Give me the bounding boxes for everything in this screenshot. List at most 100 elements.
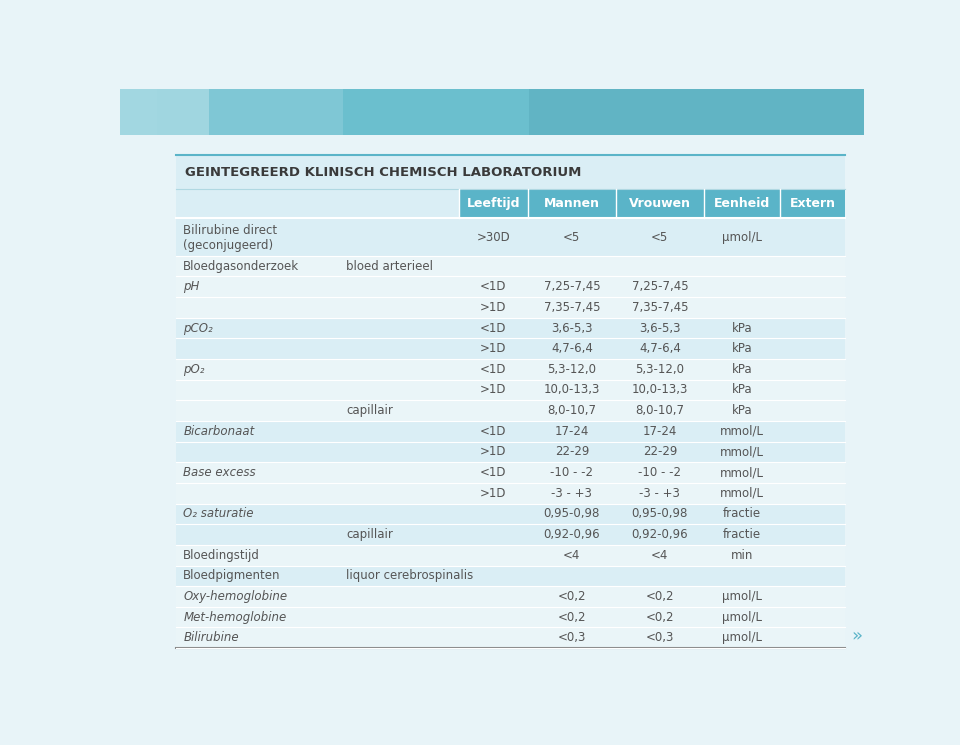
Text: Mannen: Mannen <box>543 197 600 210</box>
Text: 10,0-13,3: 10,0-13,3 <box>632 384 688 396</box>
Text: μmol/L: μmol/L <box>722 590 762 603</box>
Text: Met-hemoglobine: Met-hemoglobine <box>183 611 286 624</box>
Text: Bilirubine direct: Bilirubine direct <box>183 224 277 237</box>
Bar <box>780 188 846 218</box>
Text: 3,6-5,3: 3,6-5,3 <box>551 322 592 335</box>
Text: fractie: fractie <box>723 528 761 541</box>
Bar <box>176 442 846 462</box>
Bar <box>704 188 780 218</box>
Text: O₂ saturatie: O₂ saturatie <box>183 507 253 521</box>
Text: >1D: >1D <box>480 301 507 314</box>
Text: 4,7-6,4: 4,7-6,4 <box>639 342 681 355</box>
Text: <5: <5 <box>651 231 668 244</box>
Text: <1D: <1D <box>480 466 507 479</box>
Text: 17-24: 17-24 <box>642 425 677 438</box>
Text: kPa: kPa <box>732 404 753 417</box>
Bar <box>120 89 864 136</box>
Text: 22-29: 22-29 <box>642 446 677 458</box>
Text: capillair: capillair <box>347 404 394 417</box>
Bar <box>176 607 846 627</box>
Text: >1D: >1D <box>480 342 507 355</box>
Text: pO₂: pO₂ <box>183 363 204 375</box>
Text: mmol/L: mmol/L <box>720 425 764 438</box>
Text: >30D: >30D <box>476 231 511 244</box>
Text: Leeftijd: Leeftijd <box>467 197 520 210</box>
Bar <box>176 483 846 504</box>
Text: pCO₂: pCO₂ <box>183 322 213 335</box>
Bar <box>176 359 846 380</box>
Text: mmol/L: mmol/L <box>720 466 764 479</box>
Bar <box>341 188 459 218</box>
Bar <box>176 400 846 421</box>
Text: 17-24: 17-24 <box>555 425 589 438</box>
Text: >1D: >1D <box>480 384 507 396</box>
Text: 5,3-12,0: 5,3-12,0 <box>636 363 684 375</box>
Text: Bilirubine: Bilirubine <box>183 631 239 644</box>
Text: 22-29: 22-29 <box>555 446 589 458</box>
Text: <1D: <1D <box>480 322 507 335</box>
Text: 0,92-0,96: 0,92-0,96 <box>543 528 600 541</box>
Text: mmol/L: mmol/L <box>720 446 764 458</box>
Bar <box>176 218 846 256</box>
Text: GEINTEGREERD KLINISCH CHEMISCH LABORATORIUM: GEINTEGREERD KLINISCH CHEMISCH LABORATOR… <box>184 165 581 179</box>
Text: 7,35-7,45: 7,35-7,45 <box>632 301 688 314</box>
Text: <0,3: <0,3 <box>558 631 586 644</box>
Text: <1D: <1D <box>480 363 507 375</box>
Text: <0,2: <0,2 <box>558 611 586 624</box>
Bar <box>176 586 846 607</box>
Text: 7,25-7,45: 7,25-7,45 <box>632 280 688 294</box>
Text: »: » <box>852 627 862 645</box>
Bar <box>176 504 846 524</box>
Text: kPa: kPa <box>732 363 753 375</box>
Bar <box>176 317 846 338</box>
Text: kPa: kPa <box>732 342 753 355</box>
Bar <box>120 89 209 136</box>
Text: Bloedpigmenten: Bloedpigmenten <box>183 569 280 583</box>
Bar <box>459 188 528 218</box>
Text: kPa: kPa <box>732 384 753 396</box>
Text: <4: <4 <box>651 549 668 562</box>
Bar <box>176 545 846 565</box>
Text: bloed arterieel: bloed arterieel <box>347 259 433 273</box>
Text: 7,35-7,45: 7,35-7,45 <box>543 301 600 314</box>
Text: Bicarbonaat: Bicarbonaat <box>183 425 254 438</box>
Text: Vrouwen: Vrouwen <box>629 197 691 210</box>
Text: 4,7-6,4: 4,7-6,4 <box>551 342 592 355</box>
Text: μmol/L: μmol/L <box>722 611 762 624</box>
Text: <0,2: <0,2 <box>558 590 586 603</box>
Text: -3 - +3: -3 - +3 <box>639 486 681 500</box>
Text: Base excess: Base excess <box>183 466 256 479</box>
Bar <box>176 256 846 276</box>
Bar <box>176 338 846 359</box>
Text: <1D: <1D <box>480 280 507 294</box>
Bar <box>176 297 846 317</box>
Text: kPa: kPa <box>732 322 753 335</box>
Text: Extern: Extern <box>790 197 836 210</box>
Text: Bloedgasonderzoek: Bloedgasonderzoek <box>183 259 300 273</box>
Text: <1D: <1D <box>480 425 507 438</box>
Text: liquor cerebrospinalis: liquor cerebrospinalis <box>347 569 473 583</box>
Text: 7,25-7,45: 7,25-7,45 <box>543 280 600 294</box>
Text: mmol/L: mmol/L <box>720 486 764 500</box>
Text: -3 - +3: -3 - +3 <box>551 486 592 500</box>
Bar <box>176 627 846 648</box>
Text: 0,95-0,98: 0,95-0,98 <box>632 507 688 521</box>
Bar <box>176 188 341 218</box>
Text: 8,0-10,7: 8,0-10,7 <box>636 404 684 417</box>
Bar <box>176 421 846 442</box>
Text: 8,0-10,7: 8,0-10,7 <box>547 404 596 417</box>
Text: -10 - -2: -10 - -2 <box>638 466 682 479</box>
Text: 5,3-12,0: 5,3-12,0 <box>547 363 596 375</box>
Text: (geconjugeerd): (geconjugeerd) <box>183 239 274 252</box>
Bar <box>528 188 615 218</box>
Text: 0,92-0,96: 0,92-0,96 <box>632 528 688 541</box>
Text: fractie: fractie <box>723 507 761 521</box>
Text: -10 - -2: -10 - -2 <box>550 466 593 479</box>
Text: 10,0-13,3: 10,0-13,3 <box>543 384 600 396</box>
Bar <box>176 462 846 483</box>
Text: >1D: >1D <box>480 446 507 458</box>
Bar <box>176 565 846 586</box>
Text: Bloedingstijd: Bloedingstijd <box>183 549 260 562</box>
Bar <box>615 188 704 218</box>
Bar <box>176 156 846 188</box>
